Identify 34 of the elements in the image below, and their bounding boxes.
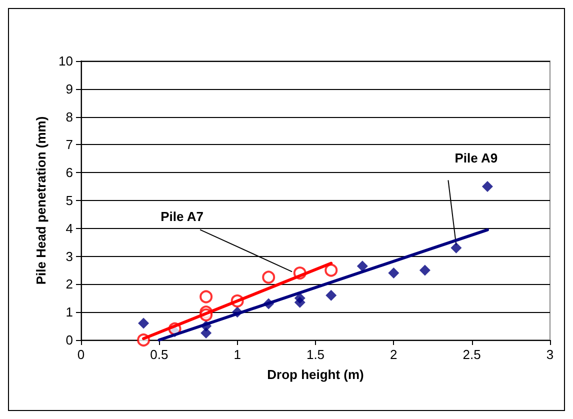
point	[138, 318, 150, 329]
y-axis-title: Pile Head penetration (mm)	[34, 116, 49, 285]
point	[450, 242, 462, 254]
y-tick-label: 1	[66, 304, 73, 320]
x-tick-label: 1.5	[306, 347, 325, 362]
annotation: Pile A7	[160, 209, 204, 224]
x-tick-label: 0.5	[150, 347, 168, 362]
point	[388, 268, 400, 279]
point	[419, 264, 430, 276]
y-tick-label: 2	[66, 276, 73, 292]
y-tick-label: 6	[66, 165, 73, 180]
y-tick-label: 8	[66, 109, 73, 124]
x-tick-label: 1	[234, 347, 241, 362]
y-tick-label: 4	[66, 220, 73, 236]
y-tick-label: 3	[66, 248, 73, 264]
point	[482, 181, 493, 192]
point	[326, 290, 337, 301]
y-tick-label: 5	[66, 193, 73, 208]
x-tick-label: 3	[546, 347, 554, 362]
point	[356, 260, 368, 272]
annotation: Pile A9	[454, 150, 498, 166]
x-axis-title: Drop height (m)	[267, 367, 364, 382]
point	[294, 296, 306, 308]
y-tick-label: 0	[66, 332, 73, 348]
y-tick-label: 10	[58, 54, 73, 68]
point	[200, 328, 212, 339]
point	[200, 290, 213, 304]
x-tick-label: 0	[77, 347, 85, 362]
point	[262, 270, 276, 284]
y-tick-label: 9	[66, 81, 73, 96]
y-tick-label: 7	[66, 137, 73, 152]
x-tick-label: 2	[390, 347, 398, 362]
x-tick-label: 2.5	[462, 347, 481, 362]
point	[324, 264, 338, 277]
